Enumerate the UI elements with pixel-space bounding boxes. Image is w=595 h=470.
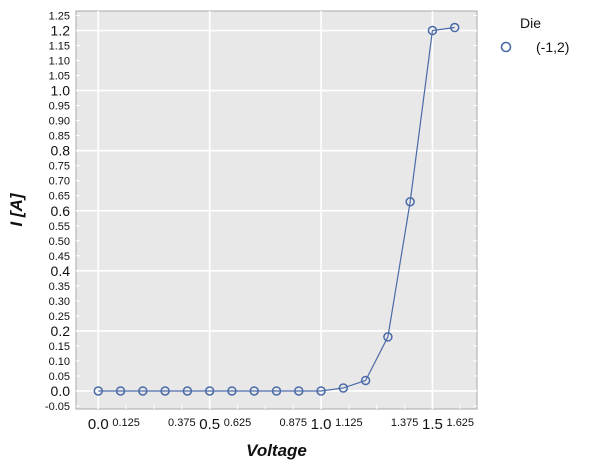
data-point (294, 386, 304, 396)
y-tick-label-major: 0.0 (51, 383, 71, 399)
x-axis-title: Voltage (246, 441, 307, 460)
legend-layer: Die (-1,2) (500, 15, 569, 55)
y-tick-label-minor: 1.05 (49, 71, 70, 83)
y-tick-label-major: 0.8 (51, 143, 71, 159)
y-tick-label-minor: 0.05 (49, 371, 70, 383)
grid-lines (76, 11, 477, 409)
data-point (449, 22, 460, 33)
y-tick-label-minor: 0.10 (49, 356, 70, 368)
y-tick-label-minor: 0.85 (49, 131, 70, 143)
y-tick-label-major: 1.2 (51, 23, 71, 39)
data-point (383, 332, 393, 342)
y-tick-label-minor: 1.15 (49, 41, 70, 53)
x-tick-label-minor: 0.125 (112, 417, 140, 429)
y-tick-label-minor: 0.90 (49, 116, 70, 128)
data-point (271, 386, 282, 396)
data-point (227, 386, 237, 396)
x-tick-label-minor: 1.375 (391, 417, 419, 429)
series-line-0 (98, 26, 455, 392)
y-tick-label-minor: -0.05 (45, 401, 70, 413)
y-tick-label-minor: 0.70 (49, 176, 70, 188)
data-point (182, 386, 193, 396)
axis-ticks (76, 15, 477, 409)
y-tick-label-minor: 0.35 (49, 281, 70, 293)
x-tick-label-major: 0.0 (88, 416, 109, 433)
data-point (249, 386, 259, 396)
x-tick-label-minor: 0.625 (224, 417, 252, 429)
data-point (160, 386, 170, 396)
y-tick-label-major: 0.4 (51, 263, 71, 279)
data-point (115, 386, 126, 396)
y-tick-label-major: 1.0 (51, 83, 71, 99)
data-point (360, 375, 371, 386)
y-tick-label-major: 0.6 (51, 203, 71, 219)
legend-label-0: (-1,2) (536, 39, 569, 55)
data-point (405, 196, 415, 207)
legend-title: Die (520, 15, 541, 31)
y-tick-label-minor: 0.50 (49, 236, 70, 248)
labels-layer: 0.0 0.2 0.4 0.6 0.8 1.0 1.2 -0.05 0.05 0.10 0.15 0.… (7, 11, 474, 460)
data-point (204, 386, 215, 396)
x-tick-label-major: 1.5 (422, 416, 443, 433)
x-tick-label-minor: 0.875 (279, 417, 307, 429)
data-point (316, 386, 326, 396)
y-tick-label-minor: 0.15 (49, 341, 70, 353)
y-tick-label-minor: 0.65 (49, 191, 70, 203)
x-tick-label-minor: 0.375 (168, 417, 196, 429)
data-point (338, 383, 349, 393)
data-point (138, 386, 148, 396)
y-tick-label-minor: 0.45 (49, 251, 70, 263)
x-tick-label-major: 1.0 (311, 416, 332, 433)
y-tick-label-minor: 1.10 (49, 56, 70, 68)
series-layer (93, 22, 460, 396)
x-tick-label-major: 0.5 (199, 416, 220, 433)
y-tick-label-minor: 0.25 (49, 311, 70, 323)
y-tick-label-minor: 0.55 (49, 221, 70, 233)
data-point (93, 386, 104, 396)
y-tick-label-minor: 0.30 (49, 296, 70, 308)
y-axis-title: I [A] (7, 192, 26, 226)
y-tick-label-minor: 1.25 (49, 11, 70, 23)
x-tick-label-minor: 1.625 (447, 417, 475, 429)
data-point (427, 25, 438, 36)
x-tick-label-minor: 1.125 (335, 417, 363, 429)
legend-marker-0 (500, 41, 512, 53)
y-tick-label-minor: 0.75 (49, 161, 70, 173)
y-tick-label-major: 0.2 (51, 323, 71, 339)
y-tick-label-minor: 0.95 (49, 101, 70, 113)
